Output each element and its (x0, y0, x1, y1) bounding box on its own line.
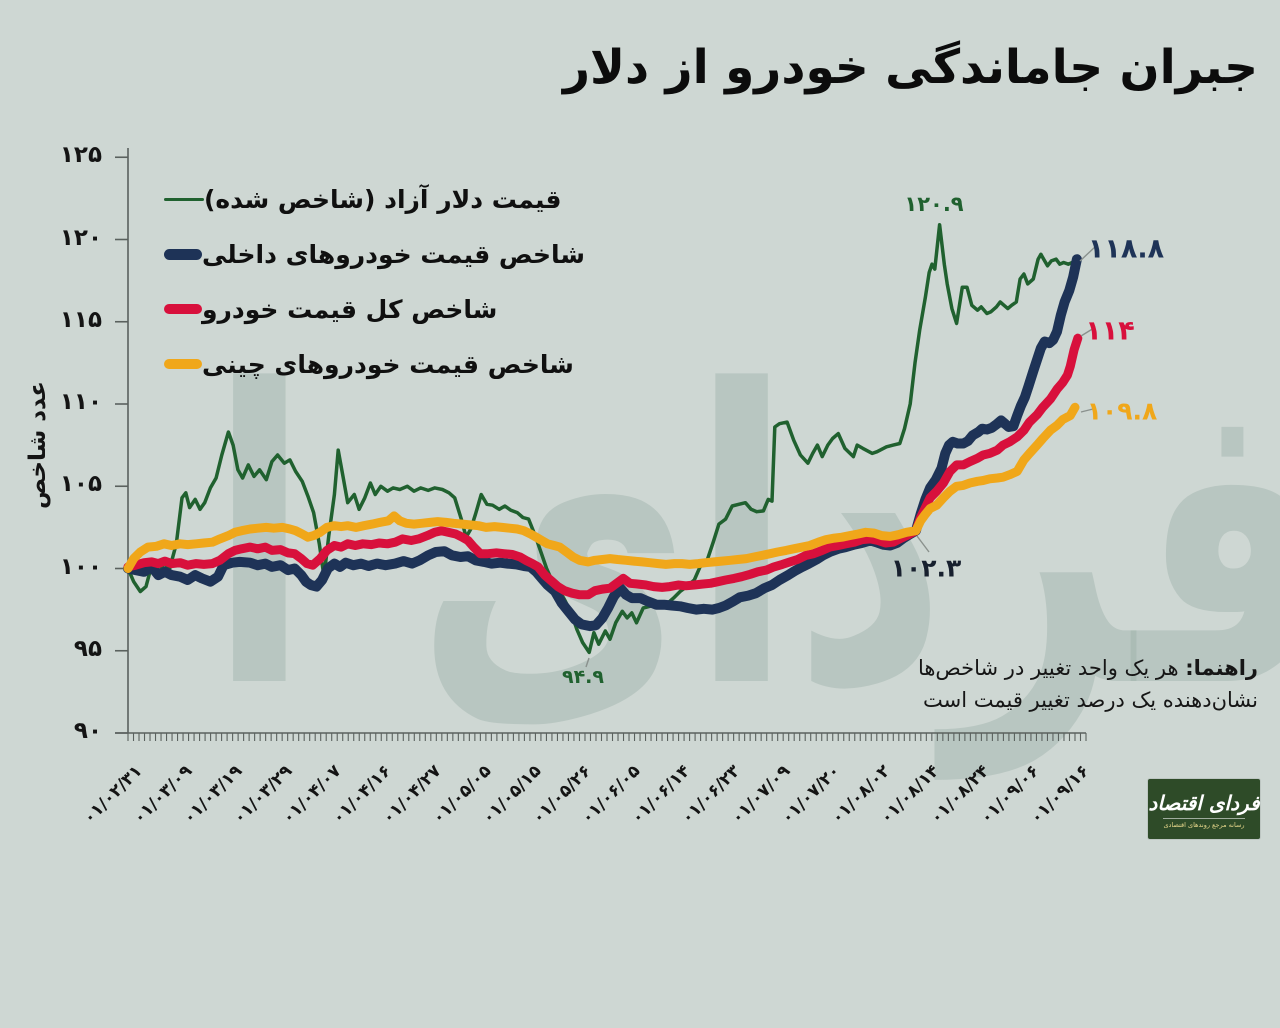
brand-logo: فردای اقتصاد رسانه مرجع روندهای اقتصادی (1148, 779, 1260, 839)
footnote-line2: نشان‌دهنده یک درصد تغییر قیمت است (923, 688, 1258, 712)
legend-swatch-red (164, 304, 202, 314)
y-tick-label: ۹۰ (73, 718, 102, 744)
value-annotation: ۱۰۲.۳ (890, 553, 962, 583)
legend-label: قیمت دلار آزاد (شاخص شده) (204, 184, 562, 214)
value-annotation: ۹۴.۹ (561, 666, 605, 688)
series-navy (123, 254, 1082, 632)
legend-label: شاخص قیمت خودروهای چینی (202, 349, 574, 379)
y-tick-label: ۱۱۵ (59, 306, 102, 333)
series-green (126, 222, 1077, 655)
footnote-text1: هر یک واحد تغییر در شاخص‌ها (917, 656, 1186, 680)
annotation-leader-line (1080, 327, 1095, 337)
annotation-leader-line (1080, 408, 1094, 413)
legend-label: شاخص قیمت خودروهای داخلی (202, 239, 586, 269)
page-title: جبران جاماندگی خودرو از دلار (563, 40, 1259, 95)
y-tick-label: ۱۲۵ (59, 142, 102, 169)
legend-item: قیمت دلار آزاد (شاخص شده) (164, 184, 584, 214)
value-annotation: ۱۲۰.۹ (904, 192, 964, 216)
annotation-leader-line (916, 535, 930, 553)
y-tick-label: ۱۰۵ (59, 471, 102, 498)
brand-logo-title: فردای اقتصاد (1148, 791, 1260, 815)
legend-swatch-navy (164, 248, 202, 260)
legend-item: شاخص کل قیمت خودرو (164, 294, 584, 324)
y-tick-label: ۱۲۰ (59, 224, 102, 251)
y-tick-label: ۱۱۰ (59, 389, 102, 415)
footnote-line1: راهنما: هر یک واحد تغییر در شاخص‌ها (838, 652, 1258, 684)
footnote-label: راهنما: (1185, 656, 1258, 680)
brand-logo-tagline: رسانه مرجع روندهای اقتصادی (1163, 818, 1245, 829)
y-axis-title: عدد شاخص (25, 380, 51, 510)
footnote: راهنما: هر یک واحد تغییر در شاخص‌ها نشان… (838, 652, 1258, 716)
chart-legend: قیمت دلار آزاد (شاخص شده) شاخص قیمت خودرو… (164, 184, 586, 404)
legend-label: شاخص کل قیمت خودرو (202, 294, 498, 324)
legend-swatch-yellow (164, 359, 202, 369)
value-annotation: ۱۱۸.۸ (1087, 233, 1165, 265)
y-tick-label: ۹۵ (73, 635, 102, 662)
annotation-leader-line (1079, 245, 1097, 262)
annotation-leader-line (585, 657, 590, 668)
legend-swatch-green (164, 197, 204, 201)
chart-canvas (115, 148, 1097, 741)
value-annotation: ۱۱۴ (1085, 315, 1135, 347)
value-annotation: ۱۰۹.۸ (1086, 396, 1158, 426)
legend-item: شاخص قیمت خودروهای چینی (164, 349, 584, 379)
series-red (123, 333, 1083, 600)
series-yellow (123, 402, 1080, 573)
y-tick-label: ۱۰۰ (59, 553, 102, 580)
legend-item: شاخص قیمت خودروهای داخلی (164, 239, 586, 269)
